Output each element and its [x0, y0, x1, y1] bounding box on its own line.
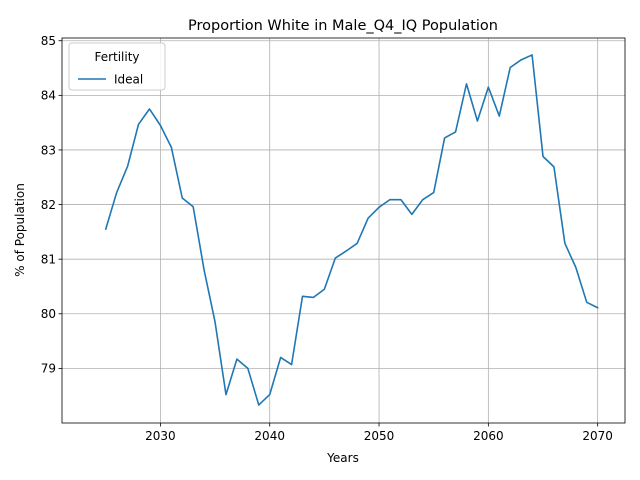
x-tick-label: 2050 [364, 429, 395, 443]
x-axis-label: Years [326, 451, 359, 465]
y-tick-label: 79 [41, 362, 56, 376]
legend-label-ideal: Ideal [114, 73, 143, 87]
y-axis-label: % of Population [13, 183, 27, 277]
y-tick-label: 84 [41, 89, 56, 103]
y-tick-label: 82 [41, 198, 56, 212]
legend-title: Fertility [94, 50, 139, 64]
legend: Fertility Ideal [69, 43, 165, 90]
y-tick-label: 83 [41, 143, 56, 157]
y-tick-label: 80 [41, 307, 56, 321]
x-tick-label: 2040 [254, 429, 285, 443]
x-tick-label: 2060 [473, 429, 504, 443]
y-tick-label: 81 [41, 252, 56, 266]
y-tick-label: 85 [41, 34, 56, 48]
x-tick-label: 2030 [145, 429, 176, 443]
x-tick-label: 2070 [582, 429, 613, 443]
chart-title: Proportion White in Male_Q4_IQ Populatio… [188, 18, 498, 34]
